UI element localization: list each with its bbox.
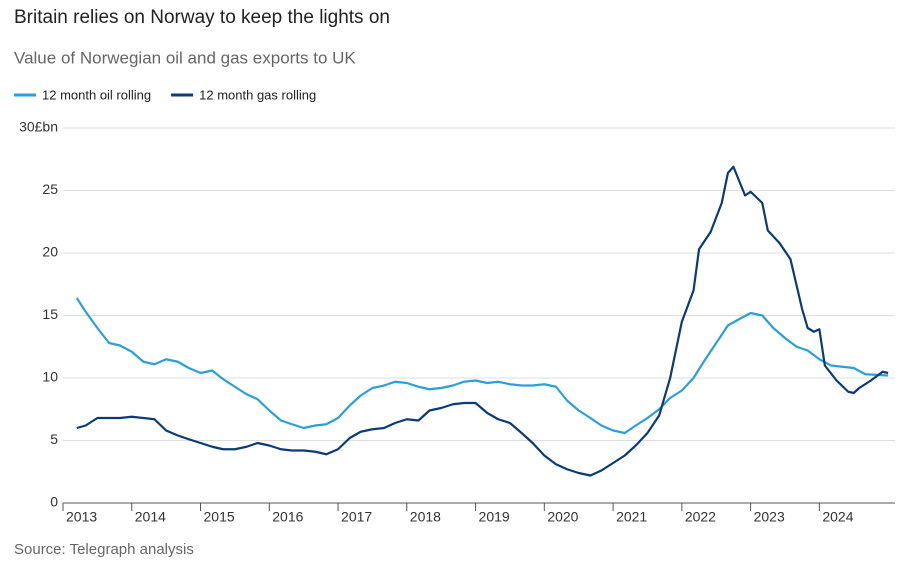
y-tick-label: 25: [42, 181, 58, 197]
x-tick-label: 2020: [547, 509, 578, 525]
x-tick-label: 2024: [822, 509, 853, 525]
x-tick-label: 2023: [754, 509, 785, 525]
x-tick-label: 2018: [410, 509, 441, 525]
y-tick-label: 15: [42, 306, 58, 322]
y-tick-label: 0: [50, 494, 58, 510]
x-tick-label: 2017: [341, 509, 372, 525]
legend-label: 12 month gas rolling: [199, 87, 316, 102]
y-tick-label: 10: [42, 369, 58, 385]
series-line: [76, 165, 889, 477]
x-tick-label: 2013: [66, 509, 97, 525]
x-tick-label: 2022: [685, 509, 716, 525]
chart-subtitle: Value of Norwegian oil and gas exports t…: [14, 48, 356, 67]
x-tick-label: 2021: [616, 509, 647, 525]
legend-label: 12 month oil rolling: [42, 87, 151, 102]
x-tick-label: 2014: [135, 509, 166, 525]
y-tick-label: 5: [50, 431, 58, 447]
series-line: [75, 297, 889, 435]
x-tick-label: 2019: [479, 509, 510, 525]
y-tick-label: 30£bn: [19, 119, 58, 135]
x-tick-label: 2015: [204, 509, 235, 525]
y-tick-label: 20: [42, 244, 58, 260]
x-tick-label: 2016: [272, 509, 303, 525]
source-note: Source: Telegraph analysis: [14, 541, 194, 558]
chart-title: Britain relies on Norway to keep the lig…: [14, 7, 390, 28]
